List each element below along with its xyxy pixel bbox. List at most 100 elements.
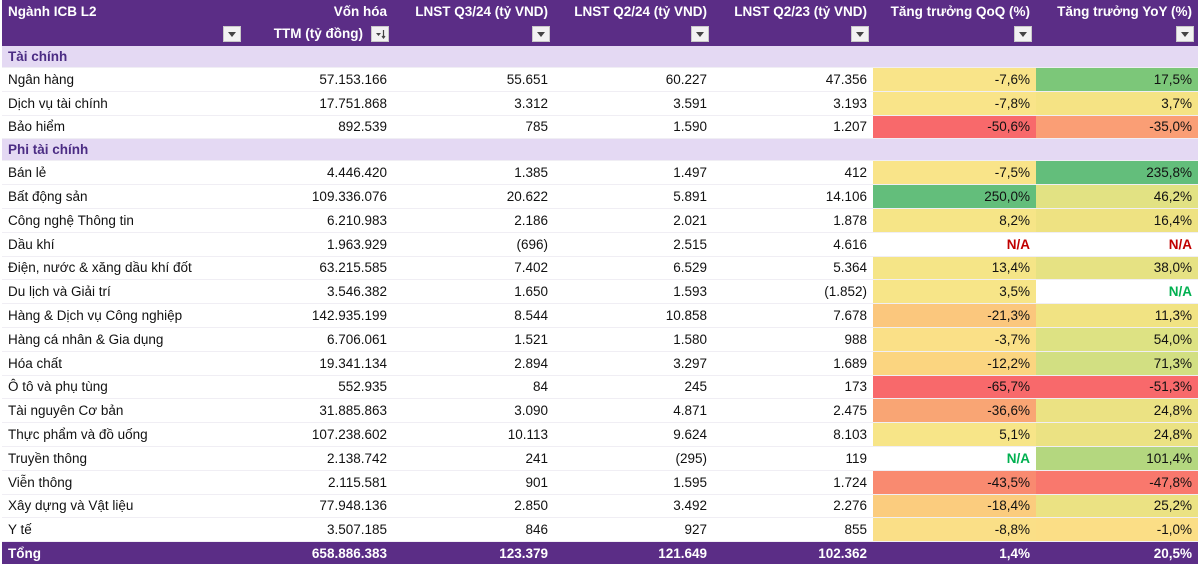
industry-name-cell: Công nghệ Thông tin — [2, 208, 245, 233]
industry-name-cell: Dịch vụ tài chính — [2, 91, 245, 116]
growth-qoq-cell: -7,5% — [873, 160, 1036, 186]
filter-dropdown-button[interactable] — [371, 26, 389, 42]
market-cap-cell: 4.446.420 — [245, 160, 393, 186]
industry-name-cell: Điện, nước & xăng dầu khí đốt — [2, 256, 245, 281]
filter-dropdown-button[interactable] — [1014, 26, 1032, 42]
dropdown-arrow-icon — [696, 32, 704, 37]
profit-q2-24-cell: 6.529 — [554, 256, 713, 281]
profit-q3-24-cell: 785 — [393, 115, 554, 140]
table-row: Viễn thông 2.115.581 901 1.595 1.724 -43,5% -4… — [2, 470, 1198, 495]
filter-dropdown-button[interactable] — [532, 26, 550, 42]
industry-name-cell: Y tế — [2, 517, 245, 543]
filter-dropdown-button[interactable] — [851, 26, 869, 42]
growth-yoy-cell: 11,3% — [1036, 303, 1198, 328]
growth-value: 250,0% — [984, 189, 1030, 205]
header-row: Ngành ICB L2 Vốn hóa TTM (tỷ đồng) LNST Q3/… — [2, 0, 1198, 46]
profit-q2-23-cell: 119 — [713, 446, 873, 471]
growth-yoy-cell: -1,0% — [1036, 517, 1198, 543]
market-cap-cell: 142.935.199 — [245, 303, 393, 328]
growth-yoy-cell: 3,7% — [1036, 91, 1198, 116]
profit-q3-24-cell: 846 — [393, 517, 554, 543]
filter-dropdown-button[interactable] — [223, 26, 241, 42]
growth-qoq-cell: 5,1% — [873, 422, 1036, 447]
market-cap-cell: 552.935 — [245, 375, 393, 400]
profit-q3-24-cell: 1.385 — [393, 160, 554, 186]
table-row: Tài nguyên Cơ bản 31.885.863 3.090 4.871 2.4… — [2, 398, 1198, 424]
growth-yoy-cell: 71,3% — [1036, 351, 1198, 376]
growth-value: 8,2% — [999, 212, 1030, 228]
profit-q3-24-cell: 10.113 — [393, 422, 554, 447]
table-row: Xây dựng và Vật liệu 77.948.136 2.850 3.492… — [2, 494, 1198, 519]
growth-yoy-cell: 24,8% — [1036, 422, 1198, 447]
growth-value: -8,8% — [994, 522, 1030, 538]
growth-yoy-cell: -47,8% — [1036, 470, 1198, 495]
market-cap-cell: 17.751.868 — [245, 91, 393, 116]
dropdown-arrow-icon — [228, 32, 236, 37]
growth-value: -3,7% — [994, 331, 1030, 347]
table-row: Dầu khí 1.963.929 (696) 2.515 4.616 N/A N/A — [2, 232, 1198, 257]
industry-name-cell: Viễn thông — [2, 470, 245, 495]
table-row: Hàng & Dịch vụ Công nghiệp 142.935.199 8.5… — [2, 303, 1198, 328]
industry-name-cell: Thực phẩm và đồ uống — [2, 422, 245, 447]
growth-yoy-cell: 17,5% — [1036, 67, 1198, 92]
industry-name-cell: Ô tô và phụ tùng — [2, 375, 245, 400]
profit-q2-23-cell: 8.103 — [713, 422, 873, 447]
profit-q2-23-cell: 7.678 — [713, 303, 873, 328]
growth-value: 5,1% — [999, 427, 1030, 443]
profit-q2-24-cell: 4.871 — [554, 398, 713, 424]
growth-qoq-cell: N/A — [873, 446, 1036, 471]
growth-qoq-cell: -21,3% — [873, 303, 1036, 328]
growth-yoy-cell: 38,0% — [1036, 256, 1198, 281]
profit-q2-24-cell: 5.891 — [554, 184, 713, 209]
growth-yoy-cell: N/A — [1036, 279, 1198, 305]
table-row: Công nghệ Thông tin 6.210.983 2.186 2.021 1.… — [2, 208, 1198, 233]
table-row: Hóa chất 19.341.134 2.894 3.297 1.689 -12,2% 7… — [2, 351, 1198, 376]
growth-value: 71,3% — [1153, 355, 1192, 371]
market-cap-cell: 77.948.136 — [245, 494, 393, 519]
filter-dropdown-button[interactable] — [1176, 26, 1194, 42]
profit-q3-24-cell: 20.622 — [393, 184, 554, 209]
industry-name-cell: Ngân hàng — [2, 67, 245, 92]
total-profit-q2-23: 102.362 — [713, 541, 873, 564]
growth-value: 38,0% — [1153, 260, 1192, 276]
market-cap-cell: 3.507.185 — [245, 517, 393, 543]
table-row: Truyền thông 2.138.742 241 (295) 119 N/A 101,4… — [2, 446, 1198, 471]
growth-yoy-cell: 24,8% — [1036, 398, 1198, 424]
industry-name-cell: Bán lẻ — [2, 160, 245, 186]
dropdown-arrow-icon — [537, 32, 545, 37]
profit-q2-24-cell: 1.590 — [554, 115, 713, 140]
growth-value: -12,2% — [987, 355, 1030, 371]
profit-q2-24-cell: 3.297 — [554, 351, 713, 376]
table-row: Bán lẻ 4.446.420 1.385 1.497 412 -7,5% 235,8% — [2, 160, 1198, 186]
market-cap-cell: 3.546.382 — [245, 279, 393, 305]
growth-value: N/A — [1006, 450, 1030, 466]
profit-q2-23-cell: 1.878 — [713, 208, 873, 233]
market-cap-cell: 31.885.863 — [245, 398, 393, 424]
industry-name-cell: Hàng & Dịch vụ Công nghiệp — [2, 303, 245, 328]
growth-value: 101,4% — [1146, 450, 1192, 466]
profit-q2-24-cell: 3.492 — [554, 494, 713, 519]
table-row: Ô tô và phụ tùng 552.935 84 245 173 -65,7% -51… — [2, 375, 1198, 400]
profit-q3-24-cell: 2.850 — [393, 494, 554, 519]
profit-q2-23-cell: 3.193 — [713, 91, 873, 116]
profit-q2-24-cell: 2.021 — [554, 208, 713, 233]
growth-yoy-cell: N/A — [1036, 232, 1198, 257]
table-row: Bất động sản 109.336.076 20.622 5.891 14.106… — [2, 184, 1198, 209]
growth-value: -7,6% — [994, 71, 1030, 87]
growth-qoq-cell: -65,7% — [873, 375, 1036, 400]
market-cap-cell: 57.153.166 — [245, 67, 393, 92]
table-row: Y tế 3.507.185 846 927 855 -8,8% -1,0% — [2, 517, 1198, 543]
profit-q2-24-cell: 245 — [554, 375, 713, 400]
market-cap-cell: 2.115.581 — [245, 470, 393, 495]
industry-name-cell: Hàng cá nhân & Gia dụng — [2, 327, 245, 352]
group-row: Phi tài chính — [2, 138, 1198, 162]
growth-value: 24,8% — [1153, 427, 1192, 443]
growth-yoy-cell: 25,2% — [1036, 494, 1198, 519]
filter-dropdown-button[interactable] — [691, 26, 709, 42]
growth-qoq-cell: -3,7% — [873, 327, 1036, 352]
growth-value: -7,8% — [994, 95, 1030, 111]
profit-q2-23-cell: 988 — [713, 327, 873, 352]
table-row: Bảo hiểm 892.539 785 1.590 1.207 -50,6% -35,0% — [2, 115, 1198, 140]
growth-qoq-cell: -8,8% — [873, 517, 1036, 543]
growth-qoq-cell: 13,4% — [873, 256, 1036, 281]
